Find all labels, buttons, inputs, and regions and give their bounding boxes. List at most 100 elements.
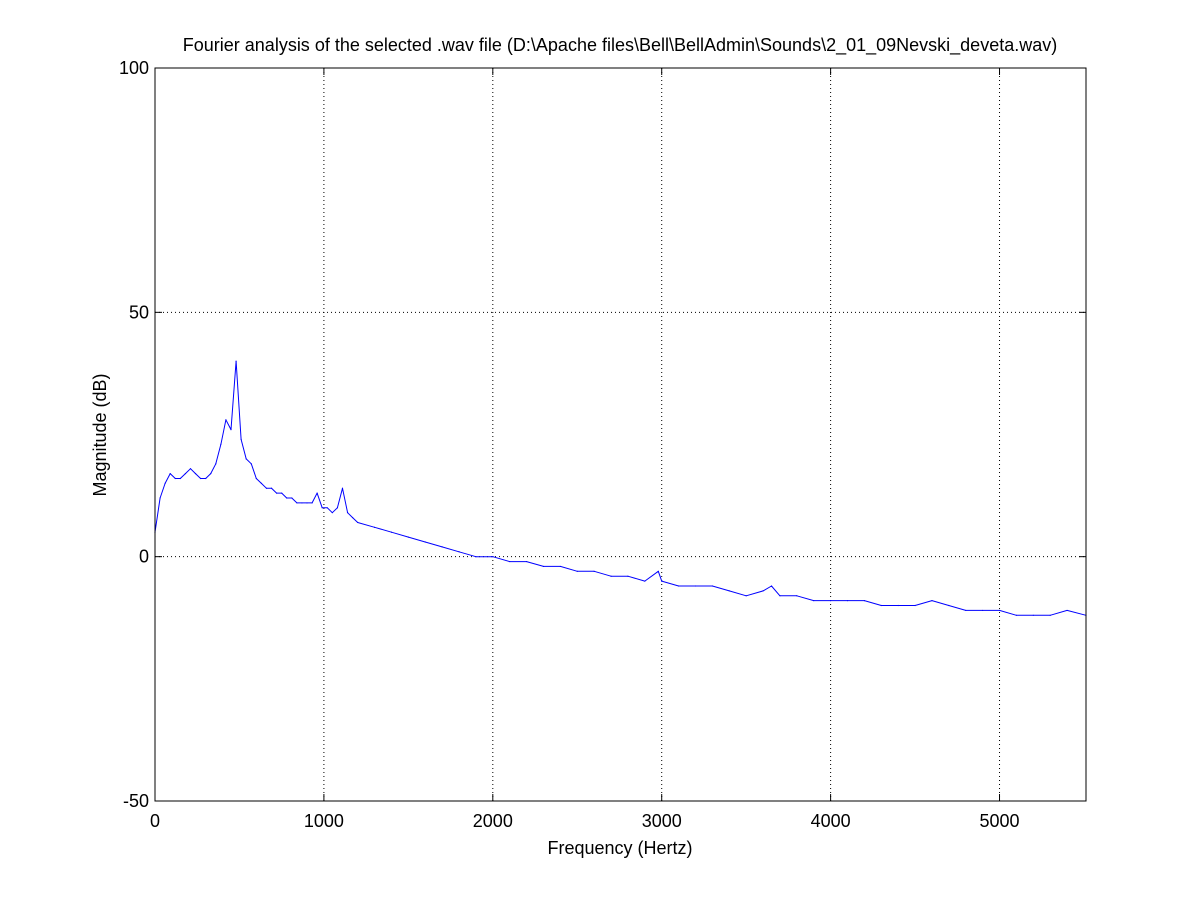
data-point	[492, 556, 494, 558]
series-group	[154, 360, 1087, 616]
data-point	[341, 487, 344, 489]
data-point	[169, 472, 171, 475]
data-point	[931, 600, 933, 602]
data-point	[281, 492, 283, 494]
data-point	[200, 477, 202, 480]
x-tick-label: 3000	[642, 811, 682, 831]
data-point	[627, 575, 629, 577]
data-point	[205, 477, 207, 480]
data-point	[270, 487, 273, 489]
data-point	[346, 512, 349, 514]
data-point	[326, 507, 328, 509]
data-point	[593, 570, 595, 572]
data-point	[164, 482, 166, 484]
data-point	[1066, 609, 1068, 612]
data-point	[458, 551, 460, 553]
data-point	[1032, 614, 1034, 616]
y-tick-label: -50	[123, 791, 149, 811]
data-point	[779, 595, 781, 597]
data-point	[276, 492, 278, 494]
data-point	[331, 512, 333, 514]
data-point	[215, 463, 217, 465]
data-point	[311, 502, 313, 504]
data-point	[1049, 614, 1051, 616]
data-point	[770, 585, 773, 587]
x-axis-label: Frequency (Hertz)	[547, 838, 692, 858]
data-point	[306, 502, 308, 504]
data-point	[762, 590, 764, 592]
y-tick-label: 50	[129, 302, 149, 322]
x-tick-label: 5000	[979, 811, 1019, 831]
data-point	[846, 600, 849, 602]
data-point	[255, 477, 257, 480]
data-point	[542, 565, 545, 568]
data-point	[390, 531, 393, 533]
data-point	[441, 546, 443, 548]
data-point	[373, 526, 376, 528]
data-point	[830, 600, 832, 602]
data-point	[694, 585, 697, 587]
data-point	[610, 575, 612, 577]
data-point	[352, 516, 354, 519]
x-tick-label: 0	[150, 811, 160, 831]
data-point	[475, 556, 477, 558]
data-point	[863, 600, 865, 602]
data-point	[1015, 614, 1018, 616]
y-axis-label: Magnitude (dB)	[90, 373, 110, 496]
x-tick-label: 4000	[811, 811, 851, 831]
data-point	[250, 463, 252, 465]
data-point	[982, 609, 984, 612]
data-point	[813, 600, 815, 602]
data-point	[796, 595, 798, 597]
data-point	[291, 497, 293, 499]
data-point	[174, 477, 176, 480]
data-point	[728, 590, 730, 592]
data-point	[240, 438, 242, 440]
data-point	[210, 472, 212, 475]
data-point	[321, 507, 323, 509]
data-point	[184, 472, 187, 475]
data-point	[661, 580, 663, 582]
data-point	[260, 482, 263, 484]
y-tick-label: 100	[119, 58, 149, 78]
data-point	[576, 570, 578, 572]
data-point	[424, 541, 426, 543]
data-point	[235, 360, 237, 362]
data-point	[509, 560, 511, 563]
data-point	[220, 443, 222, 445]
data-point	[230, 429, 232, 431]
data-point	[711, 585, 713, 587]
data-point	[179, 477, 181, 480]
data-point	[897, 604, 899, 607]
data-point	[265, 487, 268, 489]
data-point	[189, 468, 192, 470]
data-point	[286, 497, 288, 499]
data-point	[745, 595, 747, 597]
data-point	[357, 521, 359, 524]
data-point	[245, 458, 247, 460]
chart-title: Fourier analysis of the selected .wav fi…	[183, 35, 1057, 56]
data-point	[948, 604, 950, 607]
data-point	[225, 419, 227, 421]
data-point	[194, 472, 197, 475]
data-point	[407, 536, 409, 538]
x-tick-label: 1000	[304, 811, 344, 831]
plot-area	[155, 68, 1086, 801]
data-point	[965, 609, 967, 612]
data-point	[678, 585, 680, 587]
data-point	[296, 502, 298, 504]
data-point	[316, 492, 318, 494]
plot-frame	[154, 67, 1087, 802]
data-point	[559, 565, 561, 568]
data-point	[914, 604, 916, 607]
data-point	[998, 609, 1001, 612]
y-tick-label: 0	[139, 547, 149, 567]
data-point	[644, 580, 646, 582]
spectrum-line	[154, 360, 1087, 616]
data-point	[301, 502, 303, 504]
data-point	[159, 497, 161, 499]
data-point	[880, 604, 882, 607]
